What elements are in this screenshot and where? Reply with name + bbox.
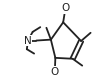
Text: O: O <box>51 67 59 77</box>
Text: N: N <box>24 36 32 46</box>
Text: O: O <box>61 3 70 13</box>
